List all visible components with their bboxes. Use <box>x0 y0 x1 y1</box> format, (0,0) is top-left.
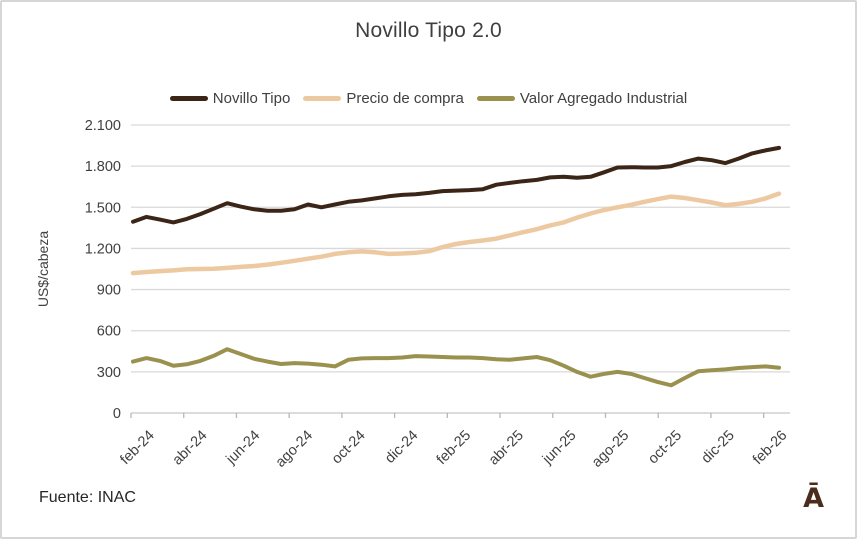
y-tick-label: 900 <box>97 283 121 299</box>
brand-logo: Ā <box>803 483 824 514</box>
legend: Novillo Tipo Precio de compra Valor Agrega… <box>2 90 855 107</box>
x-tick-label: feb-24 <box>117 428 157 468</box>
y-tick-label: 1.200 <box>85 241 121 257</box>
legend-item: Valor Agregado Industrial <box>476 90 688 107</box>
legend-swatch <box>303 96 342 101</box>
y-tick-label: 600 <box>97 324 121 340</box>
legend-item: Precio de compra <box>303 90 464 107</box>
x-tick-label: ago-25 <box>589 428 632 471</box>
y-tick-label: 2.100 <box>85 118 121 134</box>
x-tick-label: oct-24 <box>329 428 369 468</box>
x-tick-label: jun-25 <box>539 428 580 469</box>
series-line-valor-agregado-industrial <box>131 347 781 388</box>
x-tick-label: feb-25 <box>434 428 474 468</box>
series-line-precio-de-compra <box>130 191 782 276</box>
x-tick-label: oct-25 <box>645 428 685 468</box>
x-tick-label: abr-25 <box>486 428 527 469</box>
y-tick-label: 1.500 <box>85 200 121 216</box>
x-tick-label: feb-26 <box>750 428 790 468</box>
legend-label: Precio de compra <box>346 90 464 107</box>
chart-title: Novillo Tipo 2.0 <box>355 19 502 42</box>
x-tick-label: jun-24 <box>223 428 264 469</box>
y-tick-label: 300 <box>97 365 121 381</box>
legend-swatch <box>169 96 208 101</box>
x-tick-label: dic-24 <box>382 428 421 467</box>
series-line-novillo-tipo <box>131 145 781 225</box>
legend-swatch <box>476 96 515 101</box>
y-tick-label: 1.800 <box>85 159 121 175</box>
legend-item: Novillo Tipo <box>169 90 291 107</box>
x-tick-label: ago-24 <box>273 428 316 471</box>
y-axis-title: US$/cabeza <box>35 231 51 307</box>
legend-label: Novillo Tipo <box>212 90 291 107</box>
x-tick-label: dic-25 <box>699 428 738 467</box>
x-tick-label: abr-24 <box>170 428 211 469</box>
legend-label: Valor Agregado Industrial <box>519 90 688 107</box>
source-note: Fuente: INAC <box>39 489 136 506</box>
y-tick-label: 0 <box>113 406 121 422</box>
